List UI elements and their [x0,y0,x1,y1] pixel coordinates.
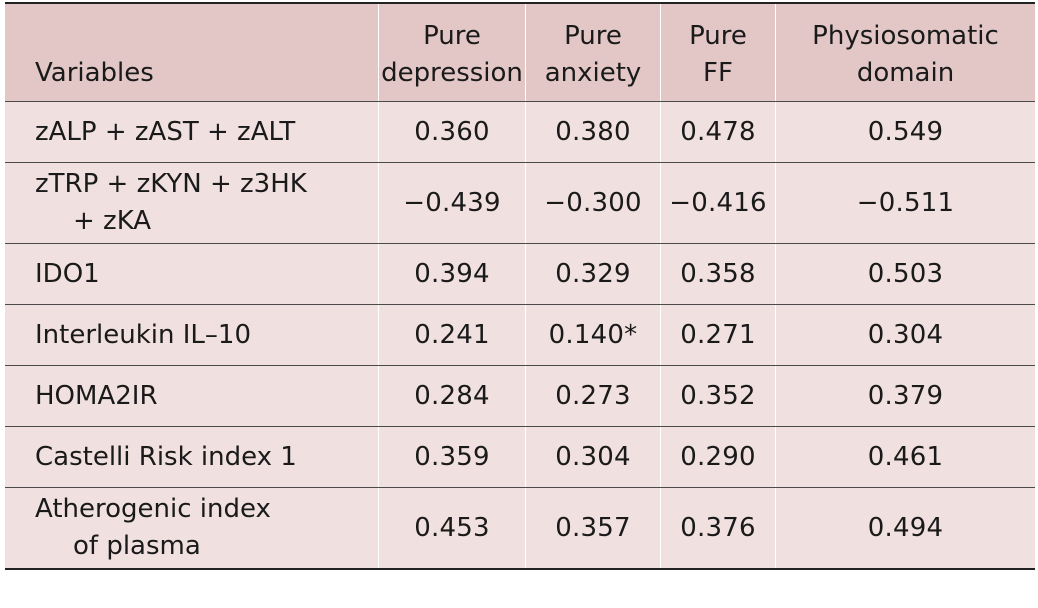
header-pure-depression: Pure depression [378,4,525,101]
value-cell: 0.140* [525,305,660,365]
value-cell: 0.284 [378,366,525,426]
header-label: Pure depression [381,21,523,88]
value-cell: 0.304 [525,427,660,487]
variable-line1: zALP + zAST + zALT [35,116,296,147]
variable-cell: zTRP + zKYN + z3HK + zKA [5,163,378,243]
variable-cell: Castelli Risk index 1 [5,427,378,487]
value-cell: 0.380 [525,102,660,162]
value-cell: 0.273 [525,366,660,426]
value-cell: 0.329 [525,244,660,304]
value-cell: 0.304 [775,305,1035,365]
table-row: HOMA2IR 0.284 0.273 0.352 0.379 [5,366,1035,427]
variable-label: Interleukin IL–10 [35,317,251,354]
variable-line1: HOMA2IR [35,380,158,411]
variable-line2: of plasma [73,531,201,561]
header-pure-ff: Pure FF [660,4,775,101]
value-cell: 0.394 [378,244,525,304]
variable-label: zALP + zAST + zALT [35,114,295,151]
header-variables: Variables [5,4,378,101]
variable-label: Castelli Risk index 1 [35,439,297,476]
header-label: Pure FF [689,21,747,88]
variable-label: HOMA2IR [35,378,158,415]
value-cell: 0.478 [660,102,775,162]
variable-line2: + zKA [73,206,152,236]
table-row: zTRP + zKYN + z3HK + zKA −0.439 −0.300 −0… [5,163,1035,244]
header-label: Variables [35,58,154,88]
value-cell: 0.241 [378,305,525,365]
value-cell: 0.359 [378,427,525,487]
value-cell: 0.379 [775,366,1035,426]
variable-cell: IDO1 [5,244,378,304]
value-cell: 0.290 [660,427,775,487]
variable-cell: Atherogenic index of plasma [5,488,378,568]
variable-label: Atherogenic index of plasma [35,491,271,565]
variable-line1: Interleukin IL–10 [35,319,251,350]
data-table: Variables Pure depression Pure anxiety P… [5,2,1035,570]
variable-cell: Interleukin IL–10 [5,305,378,365]
table-row: IDO1 0.394 0.329 0.358 0.503 [5,244,1035,305]
value-cell: 0.494 [775,488,1035,568]
header-physiosomatic-domain: Physiosomatic domain [775,4,1035,101]
value-cell: 0.352 [660,366,775,426]
variable-label: IDO1 [35,256,100,293]
table-row: Interleukin IL–10 0.241 0.140* 0.271 0.3… [5,305,1035,366]
value-cell: −0.511 [775,163,1035,243]
value-cell: 0.271 [660,305,775,365]
value-cell: −0.439 [378,163,525,243]
table-row: Castelli Risk index 1 0.359 0.304 0.290 … [5,427,1035,488]
value-cell: 0.461 [775,427,1035,487]
value-cell: 0.358 [660,244,775,304]
variable-line1: IDO1 [35,258,100,289]
header-pure-anxiety: Pure anxiety [525,4,660,101]
variable-line1: zTRP + zKYN + z3HK [35,169,307,199]
variable-line1: Castelli Risk index 1 [35,441,297,472]
variable-line1: Atherogenic index [35,494,271,524]
table-header-row: Variables Pure depression Pure anxiety P… [5,4,1035,102]
table-row: zALP + zAST + zALT 0.360 0.380 0.478 0.5… [5,102,1035,163]
value-cell: 0.453 [378,488,525,568]
value-cell: 0.360 [378,102,525,162]
table-row: Atherogenic index of plasma 0.453 0.357 0… [5,488,1035,568]
header-label: Pure anxiety [544,21,642,88]
value-cell: 0.357 [525,488,660,568]
value-cell: 0.376 [660,488,775,568]
variable-label: zTRP + zKYN + z3HK + zKA [35,166,307,240]
variable-cell: zALP + zAST + zALT [5,102,378,162]
value-cell: −0.416 [660,163,775,243]
header-label: Physiosomatic domain [812,21,999,88]
value-cell: 0.549 [775,102,1035,162]
value-cell: −0.300 [525,163,660,243]
variable-cell: HOMA2IR [5,366,378,426]
value-cell: 0.503 [775,244,1035,304]
